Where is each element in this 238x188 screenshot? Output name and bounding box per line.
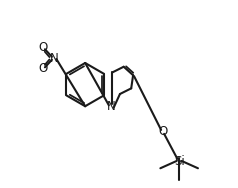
Text: O: O xyxy=(159,125,168,138)
Text: Si: Si xyxy=(174,155,184,168)
Text: O: O xyxy=(38,41,48,55)
Text: O: O xyxy=(38,62,48,75)
Text: N: N xyxy=(107,100,116,113)
Text: N: N xyxy=(50,52,59,65)
